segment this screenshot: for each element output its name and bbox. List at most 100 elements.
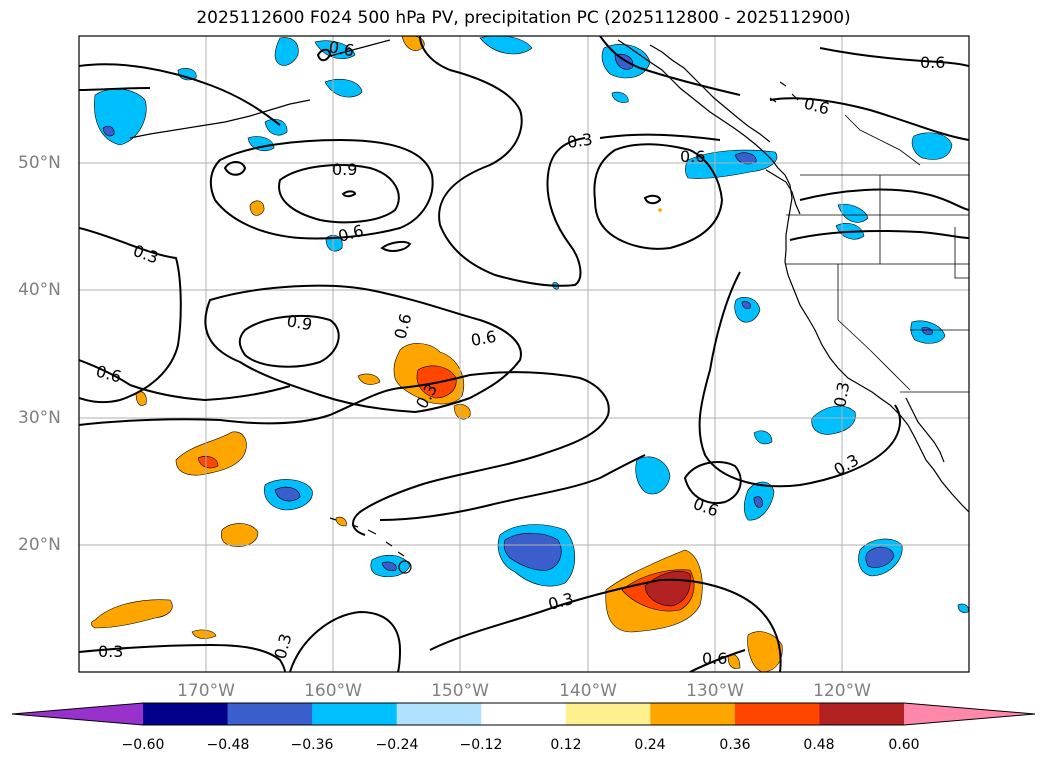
coastline-west-coast [784,174,969,513]
colorbar-extend-min [12,703,143,725]
gridlines [79,36,969,672]
contour-0.3-main [79,371,610,536]
contour-small-loop [341,190,357,198]
contour-0.6-ne2 [769,97,969,141]
contour-0.3-ne4 [789,229,969,241]
contour-label: 0.6 [94,362,124,387]
lat-label: 40°N [18,280,61,300]
contour-0.3-south2 [289,610,402,672]
contour-0.6-w [79,87,151,91]
coastline-hawaii [329,517,405,557]
precip-neg-patch [274,37,299,66]
contour-label: 0.9 [285,311,313,334]
border-state [837,264,911,391]
contour-label: 0.6 [802,94,832,119]
contour-label: 0.6 [920,53,945,72]
coastline-aleutians [129,99,311,139]
precip-neg-patch [264,119,288,136]
precip-neg-patch [635,456,671,495]
contour-label: 0.6 [391,312,416,342]
precip-neg-patch [734,152,757,165]
precip-pos-patch [191,629,217,639]
contour-0.6-ne [593,143,724,250]
coastline-aleutians-east [329,39,391,57]
contour-0.3-ne3 [799,188,969,211]
contour-small-loop [223,161,247,176]
colorbar [12,703,1035,725]
contour-labels: 0.6 0.6 0.3 0.6 0.9 0.6 0.3 0.6 0.9 0.6 … [94,37,945,668]
contour-0.3-south3 [429,578,782,672]
contour-0.6-north [209,138,434,240]
contour-0.3-southwest [79,643,286,672]
precip-neg-patch [753,430,773,445]
contour-small-loop [316,48,332,62]
contour-0.9-north [278,164,400,224]
colorbar-outline [11,702,1036,726]
contour-label: 0.6 [680,147,705,166]
precip-pos-patch [727,654,741,669]
precip-neg-patch [274,486,301,502]
precip-neg-patch [314,40,356,60]
colorbar-segment [734,703,820,725]
lon-label: 140°W [559,681,617,701]
colorbar-extend-max [904,703,1035,725]
contour-0.6-ring [683,461,742,504]
contour-label: 0.3 [98,642,123,661]
contour-label: 0.3 [831,450,863,479]
contour-label: 0.3 [830,380,853,408]
contour-small-loop [380,240,412,252]
coastline-vancouver [765,169,801,215]
precip-pos-patch [658,208,662,212]
precip-neg-patch [734,297,761,323]
precip-neg-patch [753,496,763,508]
border-state [844,114,921,166]
colorbar-segment [481,703,567,725]
colorbar-tick-label: 0.36 [719,737,751,753]
contour-label: 0.3 [566,130,594,152]
contour-0.3-ne2 [599,36,741,96]
precip-pos-patch [221,523,259,547]
map-frame [78,35,970,673]
precip-neg-patch [479,36,533,55]
contour-label: 0.3 [271,632,296,662]
colorbar-tick-label: 0.24 [634,737,666,753]
precip-neg-patch [957,603,969,613]
colorbar-segment [312,703,398,725]
contour-0.3 [79,227,182,404]
contour-label: 0.6 [327,37,355,60]
coastline-baja [905,397,945,463]
precip-pos-patch [357,373,381,385]
contour-label: 0.6 [691,494,721,521]
contour-label: 0.6 [336,221,366,246]
contour-0.6-south2 [689,649,746,672]
precip-neg-patch [865,546,895,568]
contour-0.6-south [379,454,646,521]
map-title: 2025112600 F024 500 hPa PV, precipitatio… [196,8,851,28]
precip-neg-patch [741,301,751,309]
lon-label: 120°W [813,681,871,701]
precip-neg-patch [102,125,115,137]
contour-0.3-north [79,63,281,126]
colorbar-segment [396,703,482,725]
precip-neg-patch [837,203,869,223]
precip-pos-patch [249,200,265,216]
contour-label: 0.6 [469,327,497,350]
colorbar-tick-label: −0.24 [375,737,419,753]
lat-label: 50°N [18,153,61,173]
contour-label: 0.3 [131,241,161,268]
colorbar-tick-label: −0.12 [459,737,503,753]
precip-pos-patch [747,631,783,672]
precipitation-shading [90,36,969,672]
contour-0.3-east [698,271,901,488]
contour-0.3-ne [599,133,721,141]
colorbar-tick-label: 0.48 [803,737,835,753]
pv-contours [79,36,969,672]
lon-label: 160°W [304,681,362,701]
contour-label: 0.6 [702,649,727,668]
lat-label: 30°N [18,408,61,428]
colorbar-segment [227,703,313,725]
contour-label: 0.3 [546,589,576,614]
contour-0.6-loop [204,284,522,414]
precip-pos-patch [453,404,471,420]
